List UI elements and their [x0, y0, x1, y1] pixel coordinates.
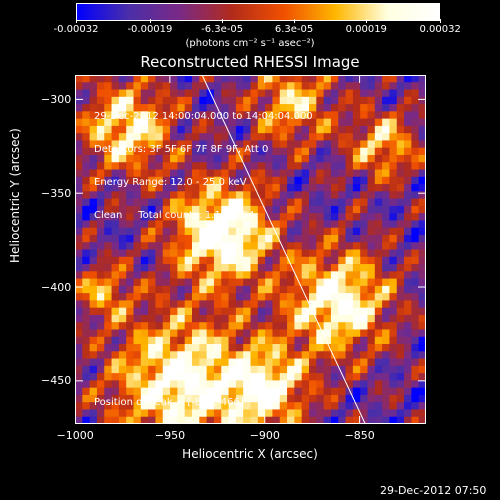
colorbar-units: (photons cm⁻² s⁻¹ asec⁻²)	[185, 38, 315, 49]
y-axis-label: Heliocentric Y (arcsec)	[8, 128, 22, 263]
y-tick-label: −300	[41, 92, 72, 106]
y-tick-label: −450	[41, 374, 72, 388]
y-tick-label: −400	[41, 280, 72, 294]
annotation-time: 29-Dec-2012 14:00:04.000 to 14:04:04.000	[94, 111, 313, 122]
colorbar-tick-mark	[76, 19, 77, 23]
annotation-block: 29-Dec-2012 14:00:04.000 to 14:04:04.000…	[94, 89, 313, 232]
colorbar-tick-label: -0.00032	[53, 24, 99, 35]
colorbar-tick-mark	[366, 19, 368, 23]
peak-position-label: Position of Peak = [-883,-466]	[94, 397, 244, 408]
chart-title: Reconstructed RHESSI Image	[140, 53, 360, 71]
footer-date: 29-Dec-2012 07:50	[380, 484, 487, 497]
colorbar-tick-label: 0.00032	[419, 24, 461, 35]
colorbar-tick-label: 0.00019	[345, 24, 387, 35]
y-tick-label: −350	[41, 186, 72, 200]
x-tick-label: −950	[154, 429, 186, 442]
heatmap-plot	[75, 75, 426, 424]
colorbar-tick-mark	[293, 19, 295, 23]
x-tick-label: −1000	[56, 429, 94, 442]
x-tick-label: −900	[249, 429, 280, 442]
colorbar-tick-mark	[440, 19, 441, 23]
annotation-energy: Energy Range: 12.0 - 25.0 keV	[94, 177, 247, 188]
annotation-counts: Clean Total counts: 1.10E+04	[94, 210, 255, 221]
x-tick-label: −850	[344, 429, 375, 442]
heatmap-cells	[75, 75, 426, 424]
colorbar	[76, 3, 440, 21]
colorbar-tick-mark	[149, 19, 151, 23]
colorbar-tick-label: 6.3e-05	[274, 24, 314, 35]
colorbar-tick-label: -0.00019	[127, 24, 173, 35]
annotation-detectors: Detectors: 3F 5F 6F 7F 8F 9F, Att 0	[94, 144, 269, 155]
x-axis-label: Heliocentric X (arcsec)	[182, 447, 318, 461]
solar-limb-line	[201, 75, 366, 424]
colorbar-tick-label: -6.3e-05	[201, 24, 244, 35]
colorbar-tick-mark	[222, 19, 224, 23]
plot-frame	[75, 75, 426, 424]
